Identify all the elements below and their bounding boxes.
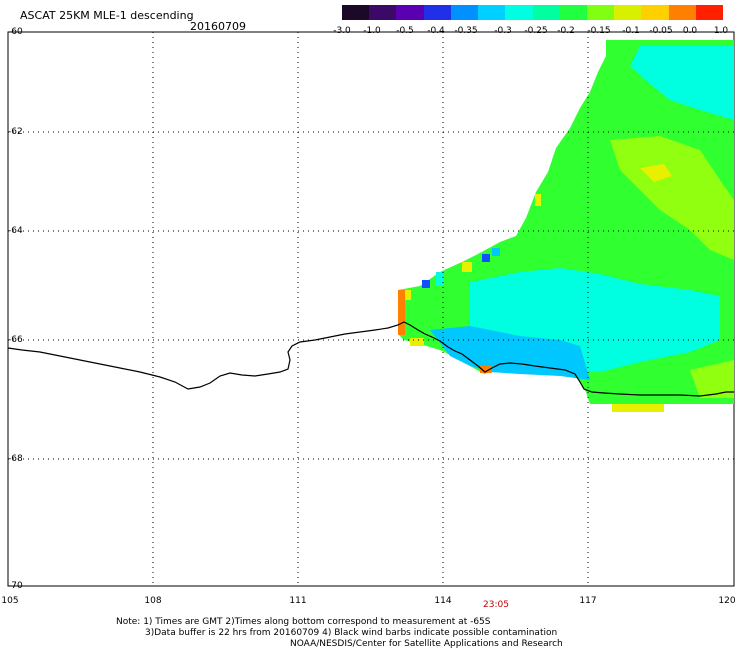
antarctic-coastline — [7, 321, 734, 397]
color-scale-swatch — [586, 5, 615, 20]
note-line-1: Note: 1) Times are GMT 2)Times along bot… — [116, 617, 491, 627]
color-scale-label: -0.05 — [649, 26, 673, 36]
swath-yellow-patch — [640, 164, 672, 182]
swath-lime-lower — [690, 360, 734, 398]
color-scale-label: -3.0 — [333, 26, 351, 36]
color-scale-label: -0.15 — [587, 26, 611, 36]
color-scale-swatch — [695, 5, 724, 20]
color-scale-label: -0.2 — [557, 26, 575, 36]
swath-deepcyan-cell — [492, 248, 500, 256]
lon-label: 111 — [289, 596, 307, 606]
lon-label: 108 — [144, 596, 162, 606]
lon-label: 120 — [718, 596, 736, 606]
lon-label: 114 — [434, 596, 452, 606]
swath-lime — [610, 136, 734, 260]
map-date: 20160709 — [190, 20, 246, 33]
color-scale-label: -0.5 — [396, 26, 414, 36]
color-scale-swatch — [505, 5, 533, 20]
color-scale-swatch — [614, 5, 642, 20]
lat-label: -68 — [8, 454, 23, 464]
swath-blue-cell — [482, 254, 490, 262]
swath-blue-cell — [422, 280, 430, 288]
swath-yellow-edge — [405, 290, 411, 300]
color-scale-label: 1.0 — [713, 26, 729, 36]
swath-cyan-cell — [436, 272, 444, 286]
color-scale-label: 0.0 — [682, 26, 698, 36]
color-scale-swatch — [369, 5, 397, 20]
color-scale-label: -0.25 — [524, 26, 548, 36]
lat-label: -70 — [8, 581, 23, 591]
color-scale-label: -0.3 — [494, 26, 512, 36]
color-scale-swatch — [641, 5, 669, 20]
color-scale-swatch — [532, 5, 560, 20]
swath-yellow-cell — [410, 338, 424, 346]
note-line-3: NOAA/NESDIS/Center for Satellite Applica… — [290, 639, 563, 649]
color-scale-swatch — [478, 5, 506, 20]
color-scale-label: -1.0 — [363, 26, 381, 36]
swath-yellow-bottom — [612, 404, 664, 412]
swath-coastal-cyan — [430, 326, 590, 380]
color-scale-swatch — [423, 5, 451, 20]
color-scale-swatch — [559, 5, 587, 20]
lat-label: -66 — [8, 335, 23, 345]
swath-orange-coast — [480, 366, 492, 373]
swath-cyan-upper — [630, 46, 734, 120]
note-line-2: 3)Data buffer is 22 hrs from 20160709 4)… — [145, 628, 558, 638]
pass-time-label: 23:05 — [483, 600, 509, 610]
swath-orange-edge — [398, 290, 405, 335]
color-scale-bar — [342, 5, 724, 20]
color-scale-label: -0.35 — [454, 26, 478, 36]
lat-label: -62 — [8, 127, 23, 137]
color-scale-swatch — [450, 5, 479, 20]
color-scale-swatch — [668, 5, 696, 20]
lat-label: -64 — [8, 226, 23, 236]
color-scale-label: -0.4 — [427, 26, 445, 36]
map-title: ASCAT 25KM MLE-1 descending — [20, 9, 194, 22]
swath-yellow-cell — [535, 194, 541, 206]
color-scale-swatch — [396, 5, 424, 20]
color-scale-swatch — [342, 5, 370, 20]
lat-label: -60 — [8, 27, 23, 37]
color-scale-label: -0.1 — [622, 26, 640, 36]
lon-label: 105 — [1, 596, 19, 606]
swath-yellow-cell — [462, 262, 472, 272]
lat-lon-grid — [8, 32, 734, 586]
wind-swath — [398, 40, 734, 412]
lon-label: 117 — [579, 596, 597, 606]
